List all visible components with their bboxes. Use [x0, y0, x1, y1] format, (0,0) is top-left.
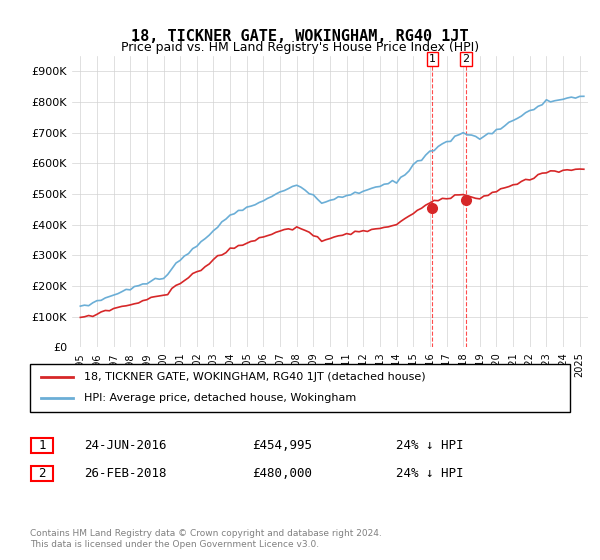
Text: 26-FEB-2018: 26-FEB-2018: [84, 466, 167, 480]
Text: 24% ↓ HPI: 24% ↓ HPI: [396, 438, 464, 452]
Text: 18, TICKNER GATE, WOKINGHAM, RG40 1JT: 18, TICKNER GATE, WOKINGHAM, RG40 1JT: [131, 29, 469, 44]
Text: 1: 1: [38, 438, 46, 452]
Text: 2: 2: [38, 466, 46, 480]
Text: 2: 2: [462, 54, 469, 64]
Text: 1: 1: [429, 54, 436, 64]
Text: 18, TICKNER GATE, WOKINGHAM, RG40 1JT (detached house): 18, TICKNER GATE, WOKINGHAM, RG40 1JT (d…: [84, 372, 425, 382]
Text: £480,000: £480,000: [252, 466, 312, 480]
FancyBboxPatch shape: [31, 466, 53, 480]
Text: Price paid vs. HM Land Registry's House Price Index (HPI): Price paid vs. HM Land Registry's House …: [121, 41, 479, 54]
FancyBboxPatch shape: [30, 364, 570, 412]
Text: HPI: Average price, detached house, Wokingham: HPI: Average price, detached house, Woki…: [84, 393, 356, 403]
FancyBboxPatch shape: [31, 438, 53, 452]
Text: Contains HM Land Registry data © Crown copyright and database right 2024.
This d: Contains HM Land Registry data © Crown c…: [30, 529, 382, 549]
Text: 24% ↓ HPI: 24% ↓ HPI: [396, 466, 464, 480]
Text: 24-JUN-2016: 24-JUN-2016: [84, 438, 167, 452]
Text: £454,995: £454,995: [252, 438, 312, 452]
